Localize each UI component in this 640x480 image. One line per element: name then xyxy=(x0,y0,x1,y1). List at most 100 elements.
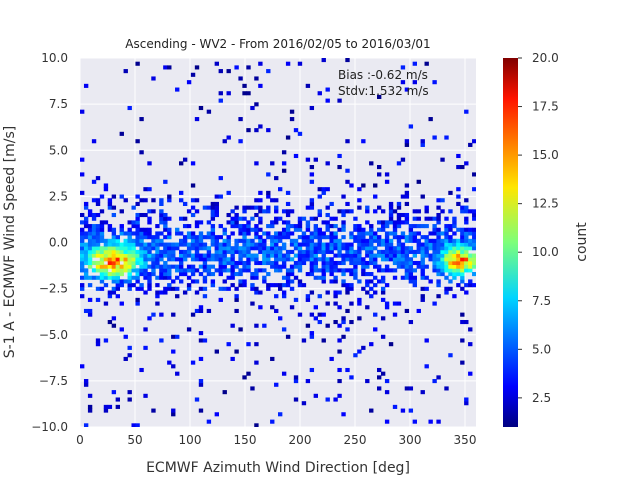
heatmap-cell xyxy=(285,279,291,284)
heatmap-cell xyxy=(115,279,120,284)
heatmap-cell xyxy=(377,205,382,210)
heatmap-cell xyxy=(329,279,334,284)
heatmap-cell xyxy=(131,275,136,280)
heatmap-cell xyxy=(246,128,251,133)
heatmap-cell xyxy=(313,242,318,247)
heatmap-cell xyxy=(151,268,156,273)
heatmap-cell xyxy=(297,312,303,317)
heatmap-cell xyxy=(361,272,366,277)
heatmap-cell xyxy=(373,275,378,280)
heatmap-cell xyxy=(95,238,101,243)
heatmap-cell xyxy=(424,338,429,343)
heatmap-cell xyxy=(139,268,144,273)
heatmap-cell xyxy=(388,242,394,247)
heatmap-cell xyxy=(468,283,473,288)
heatmap-cell xyxy=(246,220,251,225)
heatmap-cell xyxy=(380,279,386,284)
heatmap-cell xyxy=(258,235,263,240)
heatmap-cell xyxy=(107,404,113,409)
heatmap-cell xyxy=(321,268,326,273)
heatmap-cell xyxy=(420,264,425,269)
heatmap-cell xyxy=(139,264,144,269)
x-tick-label: 350 xyxy=(454,433,477,447)
heatmap-cell xyxy=(313,305,318,310)
heatmap-cell xyxy=(230,272,235,277)
heatmap-cell xyxy=(416,242,421,247)
heatmap-cell xyxy=(159,201,164,206)
heatmap-cell xyxy=(436,231,441,236)
heatmap-cell xyxy=(83,216,89,221)
heatmap-cell xyxy=(198,305,204,310)
heatmap-cell xyxy=(230,209,235,214)
heatmap-cell xyxy=(357,297,362,302)
heatmap-cell xyxy=(396,224,402,229)
heatmap-cell xyxy=(452,238,457,243)
heatmap-cell xyxy=(194,246,200,251)
heatmap-cell xyxy=(159,264,164,269)
heatmap-cell xyxy=(333,235,338,240)
heatmap-cell xyxy=(190,161,196,166)
heatmap-cell xyxy=(83,268,89,273)
heatmap-cell xyxy=(143,257,148,262)
x-tick-label: 0 xyxy=(76,433,84,447)
heatmap-cell xyxy=(254,205,259,210)
heatmap-cell xyxy=(250,275,255,280)
heatmap-cell xyxy=(345,290,350,295)
heatmap-cell xyxy=(404,272,410,277)
heatmap-cell xyxy=(281,150,287,155)
heatmap-cell xyxy=(167,235,172,240)
heatmap-cell xyxy=(325,264,330,269)
heatmap-cell xyxy=(373,312,378,317)
heatmap-cell xyxy=(329,272,334,277)
heatmap-cell xyxy=(198,331,204,336)
heatmap-cell xyxy=(333,294,338,299)
heatmap-cell xyxy=(143,253,148,258)
heatmap-cell xyxy=(392,253,398,258)
heatmap-cell xyxy=(416,246,421,251)
x-tick-label: 50 xyxy=(127,433,142,447)
heatmap-cell xyxy=(139,235,144,240)
heatmap-cell xyxy=(452,246,457,251)
heatmap-cell xyxy=(289,117,295,122)
heatmap-cell xyxy=(83,308,89,314)
heatmap-cell xyxy=(412,268,417,273)
heatmap-cell xyxy=(357,187,362,192)
heatmap-cell xyxy=(436,216,441,221)
heatmap-cell xyxy=(400,242,406,247)
heatmap-cell xyxy=(123,249,128,254)
heatmap-cell xyxy=(91,235,97,240)
heatmap-cell xyxy=(278,264,283,269)
heatmap-cell xyxy=(396,253,402,258)
heatmap-cell xyxy=(440,260,445,266)
heatmap-cell xyxy=(468,264,473,269)
heatmap-cell xyxy=(309,268,315,273)
heatmap-cell xyxy=(254,102,259,107)
heatmap-cell xyxy=(151,260,156,266)
heatmap-cell xyxy=(270,419,275,424)
colorbar-tick-label: 7.5 xyxy=(532,294,551,308)
heatmap-cell xyxy=(175,87,180,92)
heatmap-cell xyxy=(99,272,105,277)
heatmap-cell xyxy=(143,290,148,295)
heatmap-cell xyxy=(369,238,374,243)
heatmap-cell xyxy=(317,238,322,243)
heatmap-cell xyxy=(365,279,370,284)
heatmap-cell xyxy=(380,286,386,291)
heatmap-cell xyxy=(274,231,279,236)
heatmap-cell xyxy=(83,423,89,427)
heatmap-cell xyxy=(424,249,429,254)
heatmap-cell xyxy=(147,187,152,192)
heatmap-cell xyxy=(428,279,433,284)
heatmap-cell xyxy=(159,231,164,236)
heatmap-cell xyxy=(202,235,208,240)
heatmap-cell xyxy=(218,176,223,181)
heatmap-cell xyxy=(321,231,326,236)
heatmap-cell xyxy=(163,227,168,232)
heatmap-cell xyxy=(270,253,275,258)
heatmap-cell xyxy=(404,139,410,144)
heatmap-cell xyxy=(428,419,433,424)
heatmap-cell xyxy=(365,272,370,277)
heatmap-cell xyxy=(190,238,196,243)
heatmap-cell xyxy=(388,249,394,254)
heatmap-cell xyxy=(155,231,160,236)
